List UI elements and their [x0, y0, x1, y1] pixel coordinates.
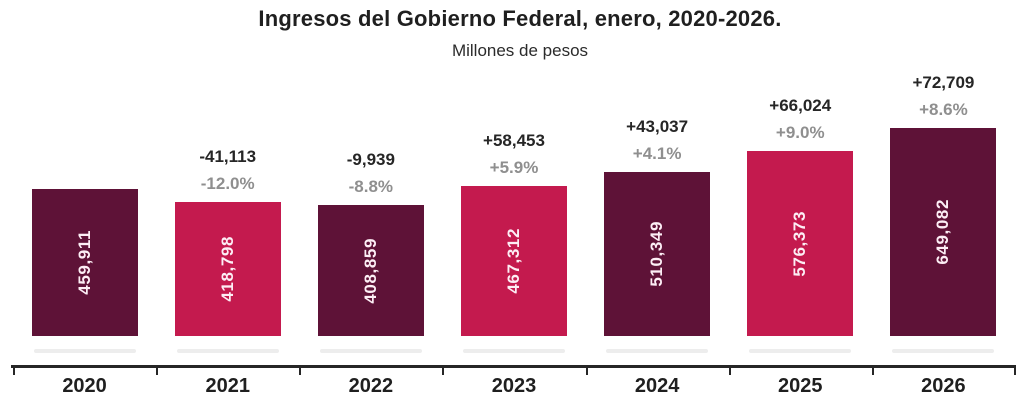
bar-2023: 467,312 [460, 186, 567, 336]
bar-2024: 510,349 [604, 172, 711, 336]
change-pct-label-2025: +9.0% [775, 123, 825, 142]
bar-group-2021: -41,113 -12.0% 418,798 [156, 60, 299, 336]
x-axis-label-2020: 2020 [62, 375, 107, 397]
change-amount-label-2026: +72,709 [912, 73, 975, 92]
bar-2022: 408,859 [317, 205, 424, 336]
x-axis-tick [728, 365, 731, 375]
bar-2020: 459,911 [31, 189, 138, 336]
plot-area: 459,911 -41,113 -12.0% 418,798 -9,939 -8.8% 40… [13, 60, 1015, 336]
bar-shadow-2024 [606, 349, 709, 353]
x-axis-tick [871, 365, 874, 375]
change-amount-label-2022: -9,939 [346, 150, 395, 169]
bar-group-2025: +66,024 +9.0% 576,373 [729, 60, 872, 336]
bar-value-label-2021: 418,798 [217, 236, 237, 302]
change-pct-label-2021: -12.0% [200, 174, 255, 193]
bar-shadow-2022 [319, 349, 422, 353]
x-axis-line [11, 365, 1016, 368]
bar-value-label-2025: 576,373 [790, 210, 810, 277]
bar-shadow-2023 [463, 349, 565, 353]
change-pct-label-2026: +8.6% [919, 100, 968, 119]
bar-value-label-2020: 459,911 [74, 230, 94, 295]
change-amount-label-2024: +43,037 [626, 117, 689, 136]
bar-group-2022: -9,939 -8.8% 408,859 [299, 60, 442, 336]
bar-value-label-2026: 649,082 [933, 199, 953, 265]
bar-group-2024: +43,037 +4.1% 510,349 [586, 60, 729, 336]
bar-2021: 418,798 [174, 202, 281, 336]
bar-shadow-2025 [749, 349, 852, 353]
bar-value-label-2024: 510,349 [647, 221, 667, 287]
x-axis-tick [299, 365, 302, 375]
chart-title: Ingresos del Gobierno Federal, enero, 20… [258, 6, 782, 31]
x-axis-label-2021: 2021 [205, 375, 250, 397]
change-amount-label-2021: -41,113 [199, 147, 257, 166]
bar-shadow-2020 [33, 349, 136, 353]
x-axis-label-2022: 2022 [348, 375, 394, 397]
change-pct-label-2023: +5.9% [489, 158, 539, 177]
x-axis-label-2025: 2025 [778, 375, 823, 397]
change-pct-label-2024: +4.1% [632, 144, 682, 163]
x-axis-tick [13, 365, 15, 375]
chart-subtitle: Millones de pesos [451, 41, 589, 60]
bar-group-2020: 459,911 [13, 60, 156, 336]
bar-2026: 649,082 [890, 128, 997, 336]
x-axis-tick [1014, 365, 1016, 375]
x-axis-tick [156, 365, 159, 375]
change-pct-label-2022: -8.8% [348, 177, 394, 196]
x-axis-label-2026: 2026 [921, 375, 966, 397]
bar-value-label-2023: 467,312 [503, 228, 523, 294]
bar-shadow-2026 [892, 349, 995, 353]
bar-2025: 576,373 [747, 151, 854, 336]
change-amount-label-2025: +66,024 [769, 96, 832, 115]
bar-group-2026: +72,709 +8.6% 649,082 [872, 60, 1015, 336]
x-axis-label-2024: 2024 [634, 375, 680, 397]
bar-shadow-2021 [176, 349, 279, 353]
bar-value-label-2022: 408,859 [360, 237, 380, 304]
x-axis-label-2023: 2023 [491, 375, 537, 397]
change-amount-label-2023: +58,453 [483, 131, 545, 150]
x-axis-tick [442, 365, 445, 375]
x-axis-tick [585, 365, 588, 375]
bar-group-2023: +58,453 +5.9% 467,312 [442, 60, 585, 336]
